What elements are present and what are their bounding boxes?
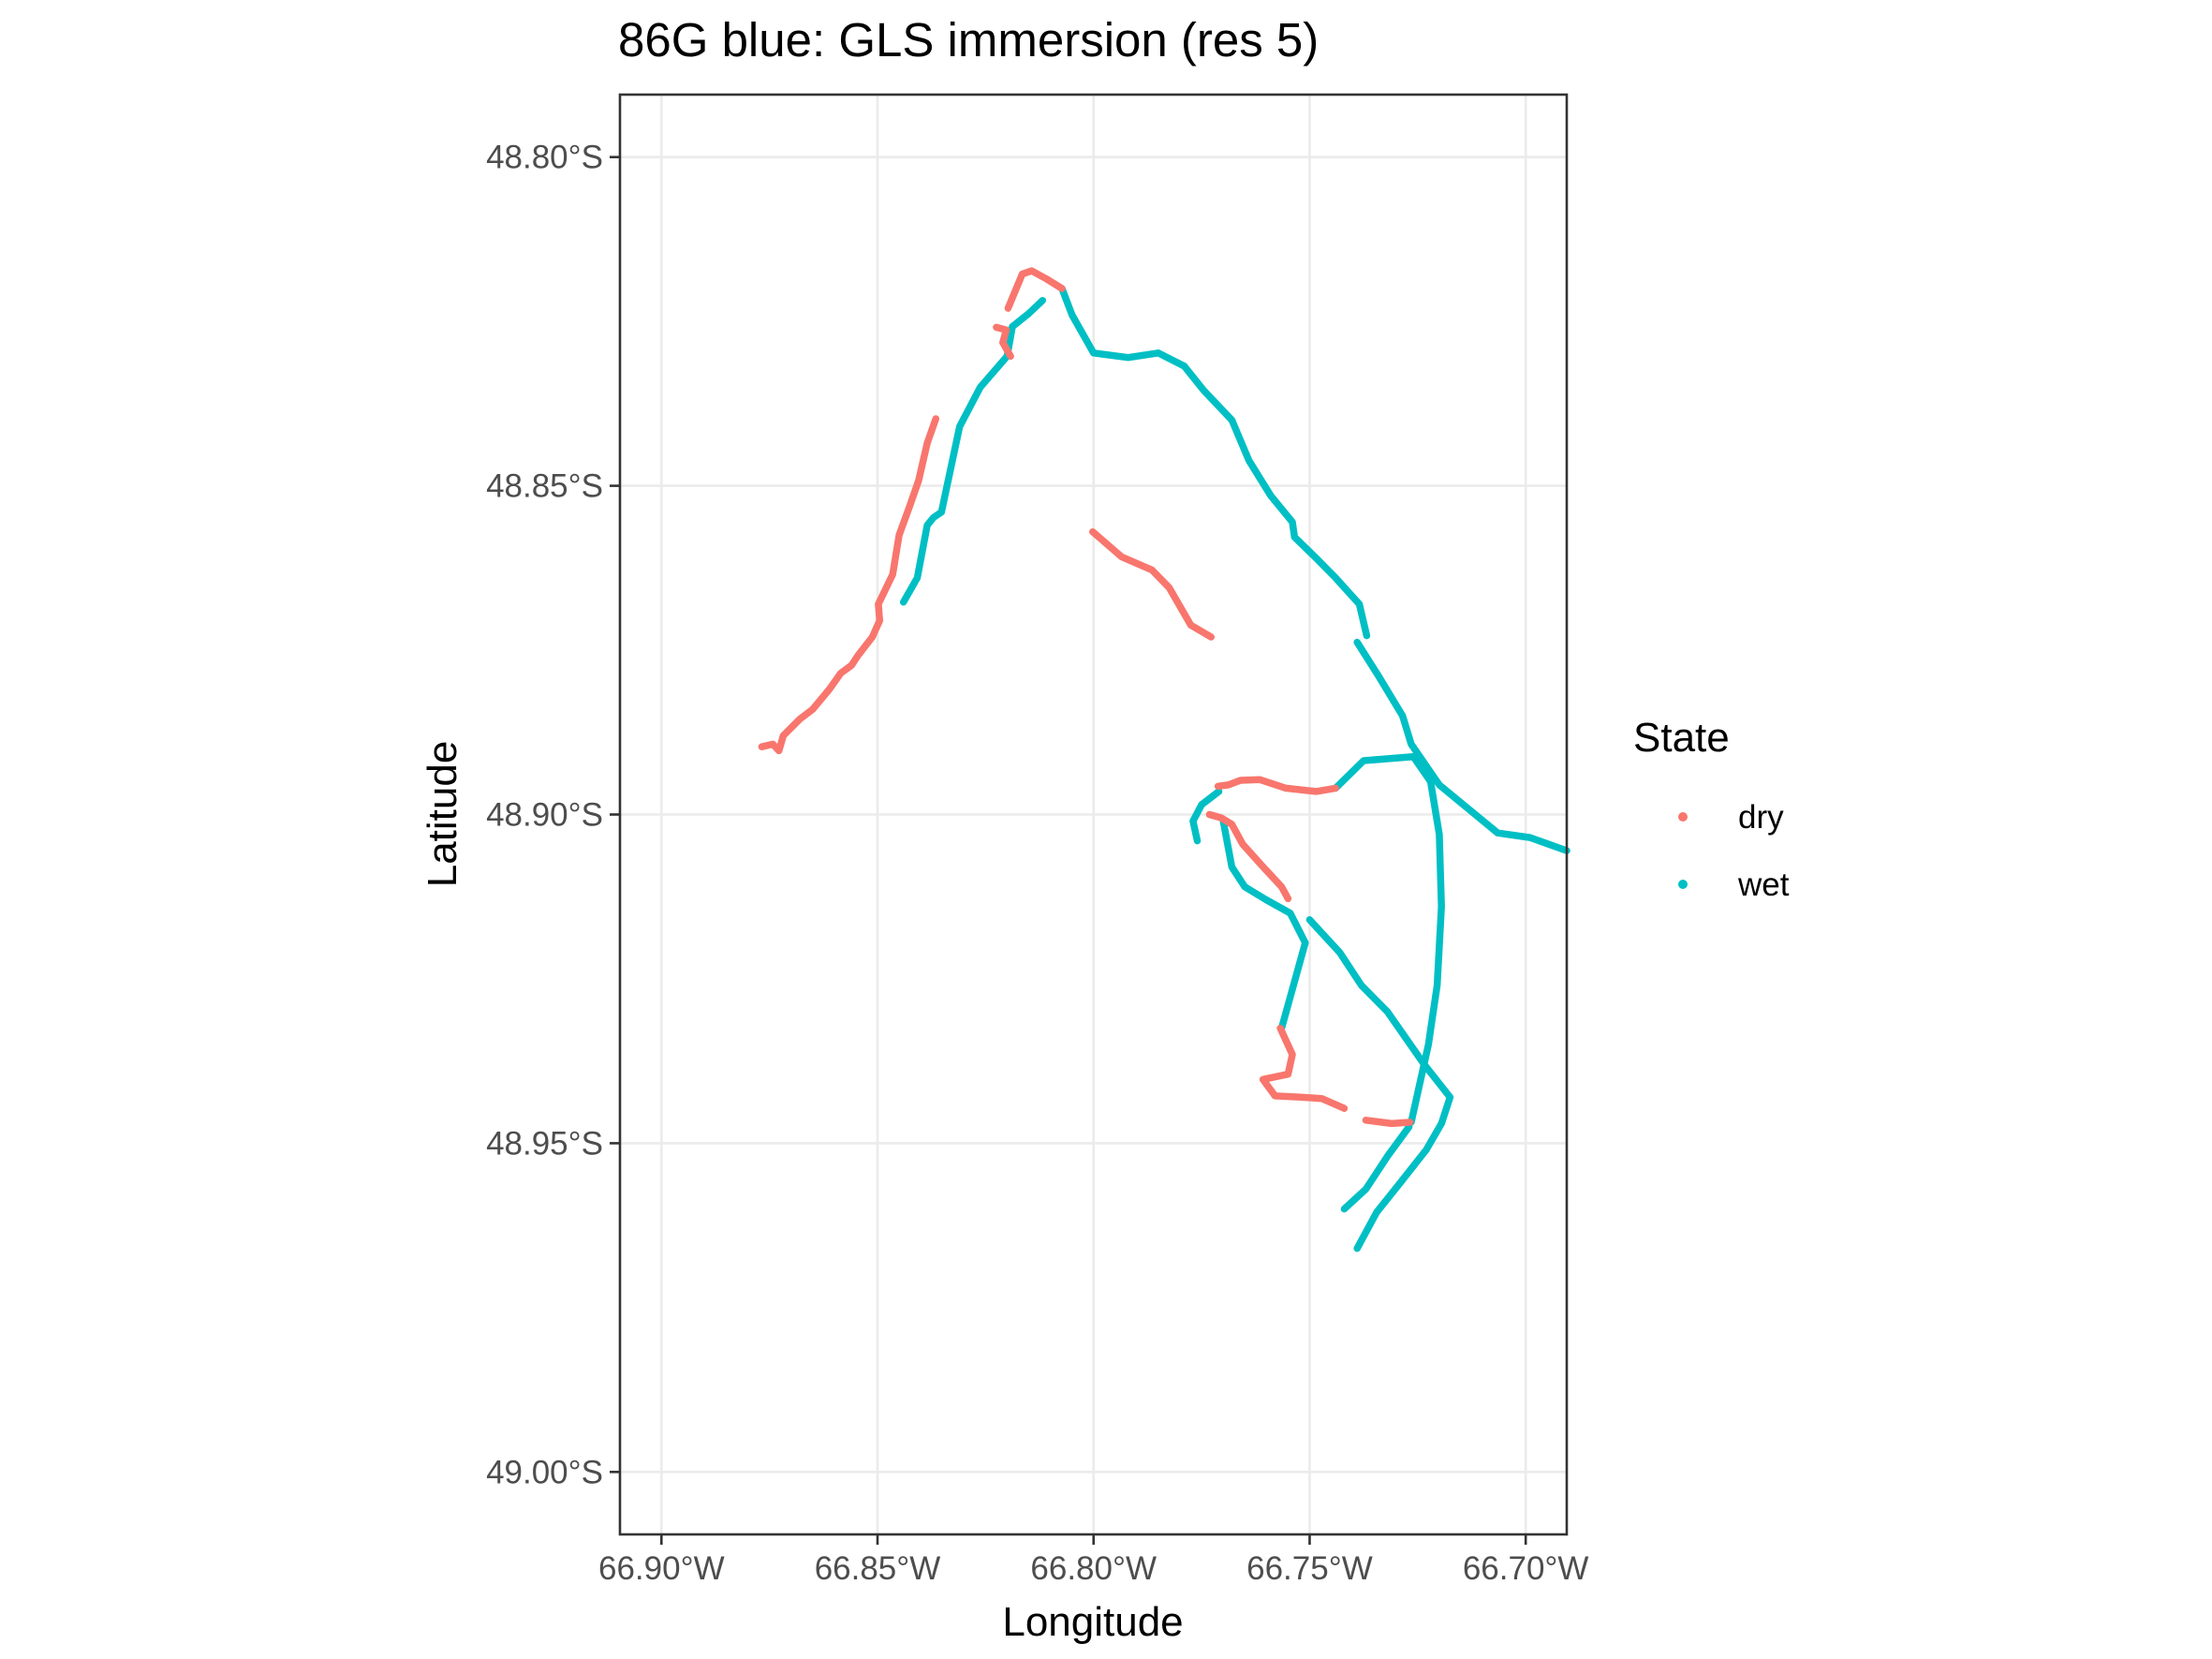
legend-key-dry bbox=[1678, 812, 1688, 822]
track-segment-wet bbox=[1189, 788, 1223, 845]
track-series bbox=[758, 267, 1571, 1252]
track-segment-wet bbox=[1353, 638, 1571, 854]
x-tick-label: 66.70°W bbox=[1463, 1550, 1589, 1587]
x-tick-label: 66.75°W bbox=[1246, 1550, 1373, 1587]
legend-label-dry: dry bbox=[1738, 799, 1784, 836]
track-segment-dry bbox=[1362, 1117, 1414, 1128]
legend: State dry wet bbox=[1633, 715, 1790, 903]
y-tick-label: 48.95°S bbox=[486, 1125, 603, 1162]
track-segment-dry bbox=[1259, 1024, 1349, 1112]
track-segment-wet bbox=[1340, 1123, 1413, 1213]
y-tick-label: 48.85°S bbox=[486, 468, 603, 505]
track-segment-dry bbox=[1004, 267, 1066, 312]
track-segment-wet bbox=[899, 296, 1047, 606]
x-tick-label: 66.85°W bbox=[815, 1550, 941, 1587]
x-tick-label: 66.80°W bbox=[1030, 1550, 1157, 1587]
x-axis: 66.90°W 66.85°W 66.80°W 66.75°W 66.70°W bbox=[598, 1534, 1588, 1587]
track-segment-wet bbox=[1305, 916, 1454, 1252]
track-segment-wet bbox=[1332, 752, 1445, 1126]
y-axis: 48.80°S 48.85°S 48.90°S 48.95°S 49.00°S bbox=[486, 140, 620, 1490]
track-segment-dry bbox=[1089, 527, 1215, 641]
chart-title: 86G blue: GLS immersion (res 5) bbox=[618, 13, 1319, 67]
track-segment-dry bbox=[993, 323, 1014, 361]
grid-lines bbox=[620, 95, 1567, 1534]
x-axis-title: Longitude bbox=[1002, 1599, 1183, 1645]
legend-title: State bbox=[1633, 715, 1730, 761]
y-tick-label: 48.80°S bbox=[486, 140, 603, 176]
legend-label-wet: wet bbox=[1737, 867, 1790, 903]
x-tick-label: 66.90°W bbox=[598, 1550, 725, 1587]
y-tick-label: 49.00°S bbox=[486, 1454, 603, 1490]
track-segment-dry bbox=[1214, 776, 1339, 795]
y-tick-label: 48.90°S bbox=[486, 797, 603, 834]
track-segment-wet bbox=[1219, 817, 1309, 1032]
legend-key-wet bbox=[1678, 880, 1688, 889]
track-segment-dry bbox=[1205, 810, 1292, 903]
y-axis-title: Latitude bbox=[420, 741, 465, 888]
track-segment-dry bbox=[758, 415, 940, 755]
track-segment-wet bbox=[1058, 285, 1371, 640]
